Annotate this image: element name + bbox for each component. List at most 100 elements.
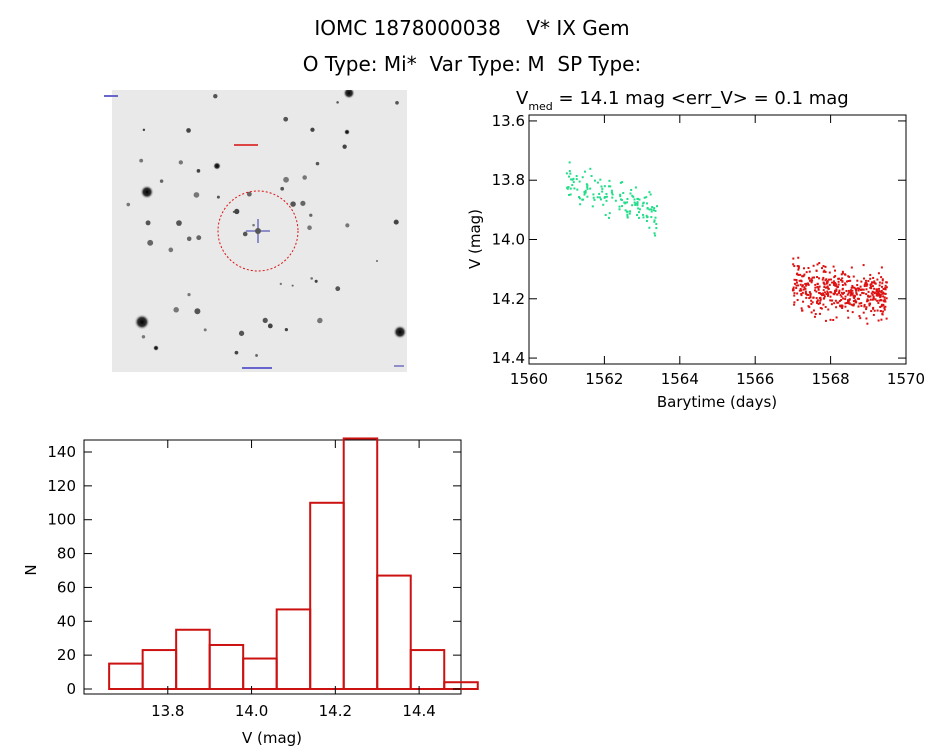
lc-point-early (626, 197, 629, 200)
lc-point-late (819, 306, 822, 309)
lc-point-late (863, 305, 866, 308)
faint-star (186, 236, 192, 242)
lc-point-late (883, 308, 886, 311)
lc-point-late (856, 279, 859, 282)
lc-point-early (596, 196, 599, 199)
lc-point-late (876, 278, 879, 281)
lc-point-late (859, 294, 862, 297)
lc-point-late (826, 294, 829, 297)
faint-star (255, 354, 258, 357)
lc-point-early (636, 204, 639, 207)
lc-point-late (836, 301, 839, 304)
lc-y-axis: 13.6 13.8 14.0 14.2 14.4 (492, 112, 906, 367)
lc-point-late (847, 299, 850, 302)
lc-point-late (829, 318, 832, 321)
lc-point-early (608, 179, 611, 182)
lc-point-late (843, 282, 846, 285)
lc-point-late (799, 288, 802, 291)
lc-point-early (624, 209, 627, 212)
lc-x-tick-label: 1560 (510, 370, 548, 388)
lc-point-early (604, 196, 607, 199)
lc-point-early (592, 196, 595, 199)
lc-point-late (851, 292, 854, 295)
lc-point-late (823, 283, 826, 286)
lc-point-late (847, 316, 850, 319)
lc-point-early (618, 208, 621, 211)
lc-x-tick-label: 1570 (887, 370, 925, 388)
lc-point-late (870, 310, 873, 313)
lc-point-early (611, 196, 614, 199)
lc-title-v: V (516, 88, 529, 109)
lc-point-late (823, 286, 826, 289)
lc-point-early (638, 208, 641, 211)
lc-point-late (853, 295, 856, 298)
lc-point-late (827, 293, 830, 296)
lc-point-late (815, 269, 818, 272)
lc-point-late (822, 289, 825, 292)
hist-y-tick-label: 0 (66, 680, 76, 698)
lc-point-late (835, 289, 838, 292)
lc-point-early (603, 185, 606, 188)
lc-point-late (880, 290, 883, 293)
lc-point-early (578, 197, 581, 200)
lc-point-late (861, 288, 864, 291)
lc-point-late (850, 286, 853, 289)
lc-point-early (569, 193, 572, 196)
lc-point-late (802, 267, 805, 270)
bright-star (213, 162, 221, 170)
lc-point-late (816, 300, 819, 303)
lc-point-late (795, 278, 798, 281)
lc-point-late (835, 285, 838, 288)
lc-point-late (797, 284, 800, 287)
lc-point-late (838, 300, 841, 303)
lc-point-early (653, 220, 656, 223)
lc-point-late (833, 302, 836, 305)
lc-point-early (630, 188, 633, 191)
lc-point-late (833, 283, 836, 286)
lc-point-late (823, 297, 826, 300)
faint-star (187, 292, 191, 297)
lc-point-late (826, 280, 829, 283)
bright-star (140, 185, 154, 199)
lc-point-early (571, 184, 574, 187)
lc-point-late (804, 290, 807, 293)
lc-point-late (840, 295, 843, 298)
lc-point-late (816, 263, 819, 266)
hist-bar (141, 649, 178, 690)
lc-point-late (874, 298, 877, 301)
lc-point-early (584, 191, 587, 194)
faint-star (173, 307, 179, 313)
sky-image (104, 90, 407, 372)
faint-star (141, 335, 146, 339)
lc-point-early (569, 187, 572, 190)
lc-point-late (847, 280, 850, 283)
lc-point-late (797, 268, 800, 271)
lc-point-late (835, 283, 838, 286)
lc-point-late (818, 262, 821, 265)
lc-y-tick-label: 13.6 (492, 112, 525, 130)
faint-star (335, 286, 341, 292)
lc-point-early (586, 186, 589, 189)
lc-point-late (802, 300, 805, 303)
lc-point-late (871, 298, 874, 301)
lc-point-late (850, 292, 853, 295)
lc-point-late (811, 301, 814, 304)
sky-label-marker (234, 144, 258, 146)
lc-point-early (629, 192, 632, 195)
lc-point-late (812, 264, 815, 267)
lc-point-late (885, 281, 888, 284)
lc-point-late (882, 295, 885, 298)
lc-point-late (872, 296, 875, 299)
lc-point-late (841, 272, 844, 275)
lc-point-late (805, 284, 808, 287)
lc-point-late (793, 282, 796, 285)
lc-point-early (650, 216, 653, 219)
lc-point-late (847, 302, 850, 305)
lc-point-early (569, 172, 572, 175)
lc-point-late (808, 297, 811, 300)
faint-star (310, 127, 315, 132)
lc-point-late (816, 301, 819, 304)
lc-point-late (876, 294, 879, 297)
lc-point-late (839, 304, 842, 307)
lc-point-early (650, 210, 653, 213)
